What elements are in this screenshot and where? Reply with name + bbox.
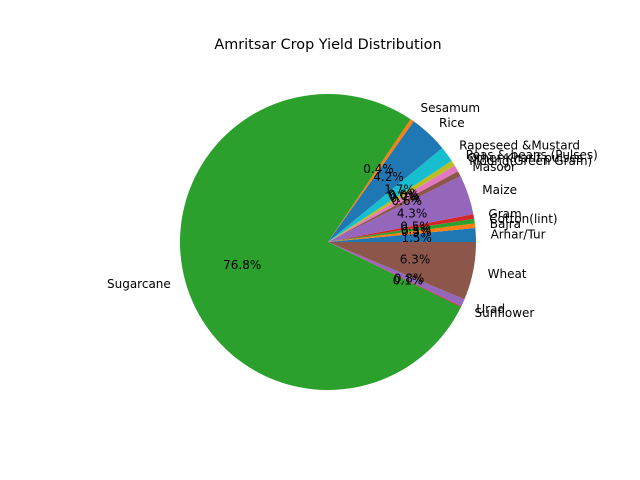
pie-slices [179,94,476,391]
slice-label-rice: Rice [439,116,465,130]
slice-label-wheat: Wheat [488,267,527,281]
slice-percent-bajra: 0.5% [401,225,432,239]
slice-rice [328,121,443,242]
slice-peas-beans-pulses [328,160,455,242]
slice-moong-green-gram [328,165,458,242]
slice-percent-urad: 0.8% [394,272,425,286]
slice-percent-wheat: 6.3% [400,253,431,267]
slice-percent-rice: 4.2% [373,170,404,184]
slice-sesamum [328,119,414,242]
slice-percent-gram: 0.5% [400,220,431,234]
slice-label-sesamum: Sesamum [421,101,481,115]
slice-percent-sugarcane: 76.8% [223,258,261,272]
slice-label-moong-green-gram: Moong(Green Gram) [469,154,592,168]
slice-gram [328,214,475,242]
slice-percent-peas-beans-pulses: 0.6% [388,188,419,202]
slice-percent-other-kharif-pulses: 0.0% [389,189,420,203]
slice-wheat [328,242,476,300]
slice-percent-maize: 4.3% [397,207,428,221]
slice-label-bajra: Bajra [490,217,521,231]
slice-label-maize: Maize [482,183,517,197]
slice-sugarcane [179,94,461,391]
slice-percent-sesamum: 0.4% [363,162,394,176]
slice-label-other-kharif-pulses: Other Kharif pulses [467,151,582,165]
slice-percent-sunflower: 0.1% [393,274,424,288]
slice-percent-labels: 1.5%0.5%0.5%0.5%4.3%0.6%0.7%0.0%0.6%1.7%… [223,162,432,288]
slice-sunflower [328,242,462,307]
slice-maize [328,176,474,242]
slice-percent-moong-green-gram: 0.7% [390,191,421,205]
slice-label-rapeseed-mustard: Rapeseed &Mustard [459,139,580,153]
slice-label-arhar-tur: Arhar/Tur [491,227,546,241]
slice-label-urad: Urad [476,302,505,316]
slice-label-cotton-lint: Cotton(lint) [489,212,557,226]
slice-cotton-lint [328,218,475,242]
slice-label-sunflower: Sunflower [475,306,535,320]
slice-urad [328,242,465,307]
slice-percent-masoor: 0.6% [392,194,423,208]
slice-label-masoor: Masoor [472,160,516,174]
slice-label-peas-beans-pulses: Peas & beans (Pulses) [466,148,598,162]
slice-arhar-tur [328,228,476,242]
slice-label-gram: Gram [488,207,521,221]
slice-bajra [328,223,476,242]
slice-rapeseed-mustard [328,147,452,242]
chart-title: Amritsar Crop Yield Distribution [214,37,441,53]
slice-label-sugarcane: Sugarcane [107,277,171,291]
slice-percent-arhar-tur: 1.5% [401,231,432,245]
slice-percent-rapeseed-mustard: 1.7% [384,182,415,196]
slice-percent-cotton-lint: 0.5% [401,222,432,236]
slice-masoor [328,171,461,242]
